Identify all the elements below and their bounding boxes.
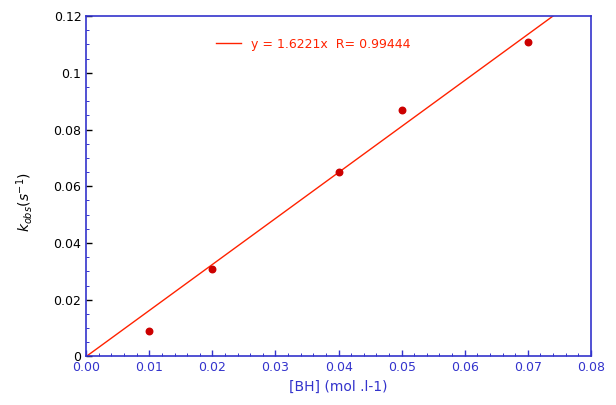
Point: [208, 265, 217, 272]
Point: [523, 38, 533, 45]
X-axis label: [BH] (mol .l-1): [BH] (mol .l-1): [290, 380, 388, 394]
Point: [397, 107, 407, 113]
Legend: y = 1.6221x  R= 0.99444: y = 1.6221x R= 0.99444: [211, 32, 416, 55]
Point: [144, 328, 154, 334]
Point: [334, 169, 344, 175]
Text: $k_{obs}(s^{-1})$: $k_{obs}(s^{-1})$: [14, 173, 35, 232]
